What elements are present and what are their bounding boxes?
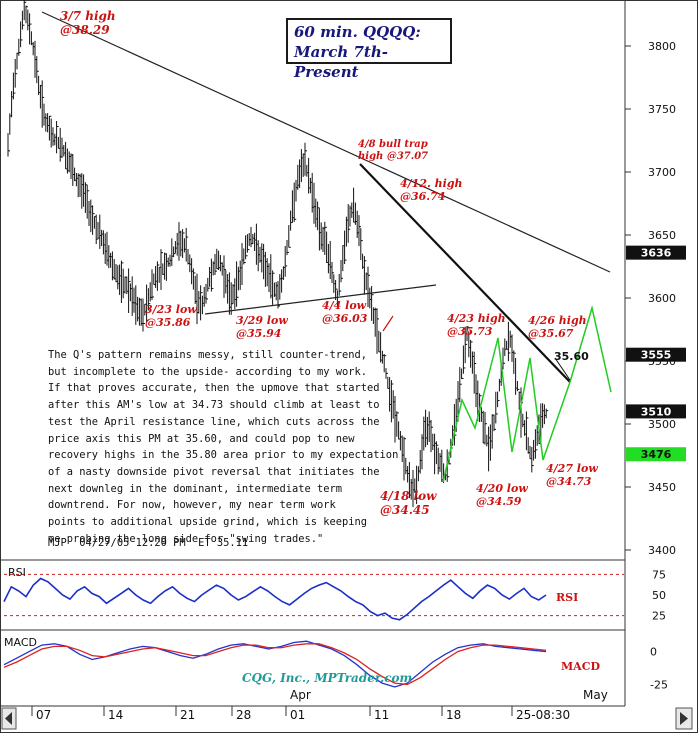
x-tick-label: 11 xyxy=(374,708,389,722)
macd-series-label: MACD xyxy=(561,660,600,673)
annotation-label: 3/7 high xyxy=(60,9,116,23)
commentary-line: test the April resistance line, which cu… xyxy=(48,415,380,428)
annotation-label: 4/26 high xyxy=(528,314,587,327)
annotation-label: 4/8 bull trap xyxy=(358,139,428,150)
price-flag xyxy=(626,447,686,462)
annotation-label: @34.45 xyxy=(380,503,430,517)
support-line xyxy=(204,284,437,315)
april-resistance-line xyxy=(359,163,571,383)
x-tick-label: 21 xyxy=(180,708,195,722)
rsi-series-label: RSI xyxy=(556,591,578,604)
resistance-pointer xyxy=(554,357,571,381)
annotation-label: @34.73 xyxy=(546,475,592,488)
y-tick-label: 3450 xyxy=(648,481,676,494)
annotation-label: 4/27 low xyxy=(546,462,598,475)
y-tick-label: 3750 xyxy=(648,103,676,116)
x-tick-label: 14 xyxy=(108,708,123,722)
annotation-label: @35.86 xyxy=(145,316,191,329)
elliott-zigzag xyxy=(442,305,612,483)
commentary-line: downtrend. For now, however, my near ter… xyxy=(48,499,336,512)
rsi-panel-label: RSI xyxy=(8,566,26,579)
annotation-label: @34.59 xyxy=(476,495,522,508)
long-resistance-line xyxy=(41,11,611,273)
y-tick-label: 3800 xyxy=(648,40,676,53)
annotation-label: 4/4 low xyxy=(322,299,367,312)
annotation-label: @36.03 xyxy=(322,312,368,325)
signature-line: MJP 04/27/05 12:20 PM ET 35.11 xyxy=(48,537,249,549)
chart-title: 60 min. QQQQ: March 7th-Present xyxy=(286,18,452,81)
macd-tick-label: -25 xyxy=(650,678,668,691)
annotation-label: 3/29 low xyxy=(236,314,288,327)
annotation-label: high @37.07 xyxy=(358,151,428,162)
commentary-line: of a nasty downside pivot reversal that … xyxy=(48,465,380,478)
annotation-label: @38.29 xyxy=(60,23,110,37)
commentary-line: but incomplete to the upside- according … xyxy=(48,365,368,378)
x-tick-label: 18 xyxy=(446,708,461,722)
price-flag xyxy=(626,245,686,260)
x-month-label: May xyxy=(583,688,608,702)
x-tick-label: 25-08:30 xyxy=(516,708,570,722)
y-tick-label: 3650 xyxy=(648,229,676,242)
annotation-label: 4/12. high xyxy=(400,177,463,190)
price-flag xyxy=(626,347,686,362)
price-flag xyxy=(626,404,686,419)
commentary-line: recovery highs in the 35.80 area prior t… xyxy=(48,449,399,462)
macd-series-line xyxy=(3,643,547,686)
price-flag-label: 3476 xyxy=(641,448,672,461)
annotations: 3/7 high@38.293/23 low@35.86 3/29 low@35.… xyxy=(60,9,598,517)
commentary-line: me probing the long side for "swing trad… xyxy=(48,532,324,545)
macd-panel-label: MACD xyxy=(4,636,37,649)
x-axis: 07 14 21 28 01 11 18 25-08:30 Apr May xyxy=(31,688,608,722)
bull-trap-marker xyxy=(382,315,394,332)
commentary-line: points to additional upside grind, which… xyxy=(48,516,368,529)
rsi-line xyxy=(3,577,547,621)
commentary-line: If that proves accurate, then the upmove… xyxy=(48,382,380,395)
rsi-tick-label: 25 xyxy=(652,610,666,623)
annotation-label: @35.67 xyxy=(528,327,574,340)
x-tick-label: 28 xyxy=(236,708,251,722)
annotation-label: @35.73 xyxy=(447,325,493,338)
x-tick-label: 01 xyxy=(290,708,305,722)
commentary-line: price axis this PM at 35.60, and could p… xyxy=(48,432,355,445)
resistance-value-label: 35.60 xyxy=(554,350,589,363)
annotation-label: 3/23 low xyxy=(145,303,197,316)
commentary-line: after this AM's low at 34.73 should clim… xyxy=(48,399,380,412)
x-tick-label: 07 xyxy=(36,708,51,722)
y-tick-label: 3700 xyxy=(648,166,676,179)
price-bars xyxy=(7,0,549,508)
price-flags: 3636 3555 3510 3476 xyxy=(626,245,686,462)
price-flag-label: 3636 xyxy=(641,247,672,260)
macd-tick-label: 0 xyxy=(650,646,657,659)
annotation-label: 4/23 high xyxy=(447,312,506,325)
chart-title-line1: 60 min. QQQQ: xyxy=(294,23,421,41)
credit-text: CQG, Inc., MPTrader.com xyxy=(242,671,413,685)
chart-overlays xyxy=(41,11,612,483)
chart-title-line2: March 7th-Present xyxy=(294,43,388,81)
macd-panel: -25 0 xyxy=(3,640,668,691)
price-flag-label: 3510 xyxy=(641,405,672,418)
y-tick-label: 3500 xyxy=(648,418,676,431)
annotation-label: 4/20 low xyxy=(476,482,528,495)
commentary-line: The Q's pattern remains messy, still cou… xyxy=(48,349,368,361)
commentary-text: The Q's pattern remains messy, still cou… xyxy=(48,347,399,547)
price-flag-label: 3555 xyxy=(641,349,672,362)
rsi-tick-label: 50 xyxy=(652,589,666,602)
annotation-label: @36.74 xyxy=(400,190,445,203)
rsi-tick-label: 75 xyxy=(652,568,666,581)
x-month-label: Apr xyxy=(290,688,311,702)
commentary-line: next downleg in the dominant, intermedia… xyxy=(48,482,343,495)
y-tick-label: 3400 xyxy=(648,544,676,557)
y-tick-label: 3600 xyxy=(648,292,676,305)
scroll-left-icon[interactable] xyxy=(1,707,17,730)
annotation-label: 4/18 low xyxy=(380,489,437,503)
scroll-right-icon[interactable] xyxy=(675,707,693,730)
rsi-panel: 25 50 75 xyxy=(3,568,666,623)
annotation-label: @35.94 xyxy=(236,327,281,340)
